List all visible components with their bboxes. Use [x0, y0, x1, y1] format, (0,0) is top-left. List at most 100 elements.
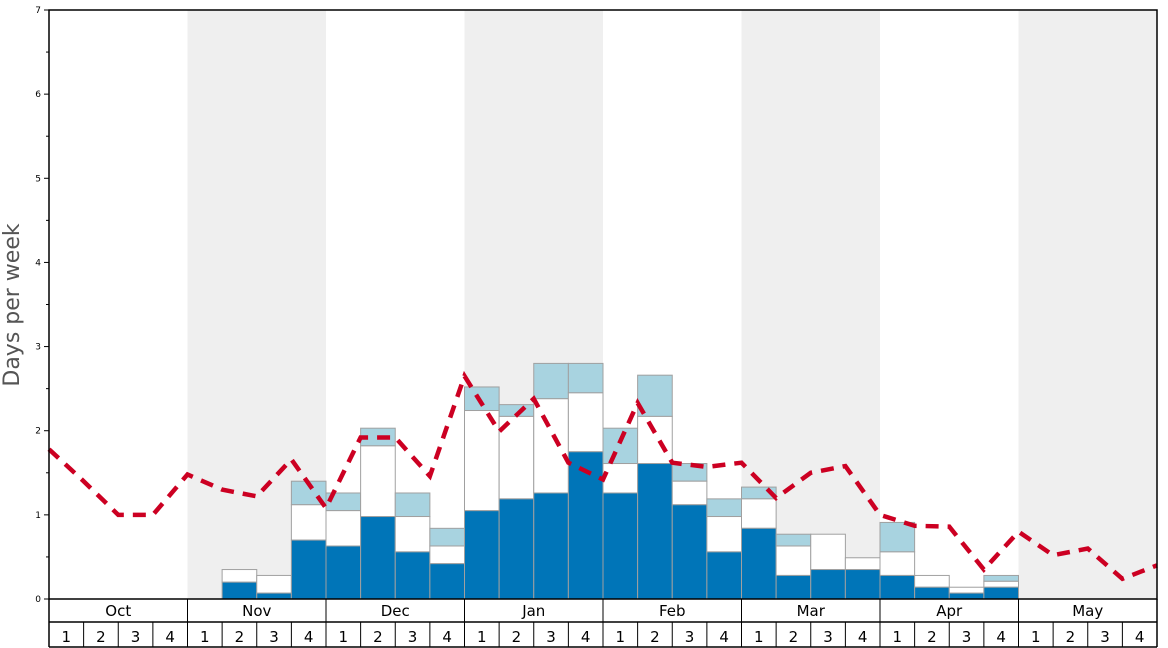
bar-white-segment [325, 510, 362, 547]
bar-white-segment [290, 504, 327, 541]
month-label-mar: Mar [797, 602, 826, 620]
bar-dark-segment [464, 510, 500, 600]
bar-dark-segment [810, 569, 846, 600]
y-tick-label: 6 [35, 90, 41, 100]
month-label-jan: Jan [521, 602, 545, 620]
month-label-feb: Feb [659, 602, 686, 620]
bar-dark-segment [948, 592, 985, 600]
y-axis: 0 1 2 3 4 5 6 7 [35, 6, 49, 605]
week-label: 1 [477, 628, 487, 646]
bar-light-segment [706, 498, 742, 518]
y-tick-label: 2 [35, 427, 41, 437]
week-label: 1 [200, 628, 210, 646]
bar-white-segment [741, 498, 777, 529]
week-label: 2 [927, 628, 937, 646]
week-label: 2 [650, 628, 660, 646]
week-label: 1 [616, 628, 626, 646]
week-label: 4 [165, 628, 175, 646]
bar-white-segment [879, 551, 916, 576]
month-label-nov: Nov [242, 602, 271, 620]
month-label-oct: Oct [105, 602, 131, 620]
week-label: 1 [893, 628, 903, 646]
week-label: 4 [1135, 628, 1145, 646]
bar-light-segment [567, 362, 604, 394]
bar-white-segment [983, 580, 1019, 588]
week-label: 2 [1066, 628, 1076, 646]
bar-light-segment [602, 427, 639, 465]
week-label: 2 [235, 628, 245, 646]
bar-white-segment [394, 516, 431, 553]
week-label: 2 [789, 628, 799, 646]
bar-dark-segment [671, 504, 708, 600]
bars [221, 362, 1019, 600]
bar-light-segment [464, 386, 500, 412]
month-shade-bands [187, 10, 1157, 599]
bar-white-segment [671, 480, 708, 506]
bar-dark-segment [498, 498, 535, 600]
bar-white-segment [464, 410, 500, 512]
bar-white-segment [221, 569, 258, 583]
bar-dark-segment [637, 463, 673, 600]
y-tick-label: 0 [35, 595, 41, 605]
bar-light-segment [879, 521, 916, 553]
y-tick-label: 4 [35, 258, 41, 268]
bar-white-segment [602, 463, 639, 494]
y-tick-label: 7 [35, 6, 41, 16]
bar-dark-segment [741, 527, 777, 600]
week-label: 2 [512, 628, 522, 646]
month-band-may [1018, 10, 1157, 599]
bar-white-segment [844, 557, 881, 571]
week-label: 3 [131, 628, 141, 646]
week-label: 3 [685, 628, 695, 646]
week-label: 3 [408, 628, 418, 646]
week-label: 2 [373, 628, 383, 646]
week-label: 1 [62, 628, 72, 646]
month-label-dec: Dec [381, 602, 410, 620]
bar-dark-segment [360, 516, 396, 600]
y-tick-label: 1 [35, 511, 41, 521]
week-label: 3 [962, 628, 972, 646]
week-label: 4 [858, 628, 868, 646]
bar-white-segment [429, 545, 465, 565]
bar-white-segment [810, 533, 846, 571]
month-label-apr: Apr [936, 602, 963, 620]
week-label: 1 [339, 628, 349, 646]
bar-dark-segment [567, 451, 604, 600]
bar-dark-segment [256, 592, 292, 600]
bar-dark-segment [429, 563, 465, 600]
week-label: 3 [823, 628, 833, 646]
bar-dark-segment [879, 574, 916, 600]
dashed-line [47, 370, 1158, 582]
week-label: 4 [581, 628, 591, 646]
bar-dark-segment [775, 574, 812, 600]
bar-white-segment [914, 574, 950, 588]
week-label: 2 [96, 628, 106, 646]
week-label: 3 [1100, 628, 1110, 646]
week-label: 3 [546, 628, 556, 646]
bar-dark-segment [290, 539, 327, 600]
dashed-line-series [47, 370, 1158, 582]
month-label-may: May [1072, 602, 1103, 620]
y-tick-label: 5 [35, 174, 41, 184]
week-label: 1 [1031, 628, 1041, 646]
bar-light-segment [429, 527, 465, 547]
bar-dark-segment [844, 569, 881, 600]
week-label: 1 [754, 628, 764, 646]
bar-white-segment [360, 445, 396, 518]
bar-dark-segment [533, 492, 569, 600]
bar-light-segment [394, 492, 431, 518]
week-label: 4 [719, 628, 729, 646]
bar-white-segment [256, 574, 292, 594]
x-axis: Oct Nov Dec Jan Feb Mar Apr May 1 2 3 4 1 2 3 4 1 2 3 4 1 2 3 4… [48, 599, 1158, 648]
week-label: 4 [304, 628, 314, 646]
bar-dark-segment [983, 586, 1019, 600]
bar-white-segment [775, 545, 812, 576]
bar-light-segment [533, 362, 569, 400]
bar-white-segment [498, 415, 535, 500]
y-tick-label: 3 [35, 343, 41, 353]
bar-dark-segment [602, 492, 639, 600]
week-label: 4 [442, 628, 452, 646]
bar-dark-segment [706, 551, 742, 600]
y-axis-label: Days per week [0, 223, 25, 386]
